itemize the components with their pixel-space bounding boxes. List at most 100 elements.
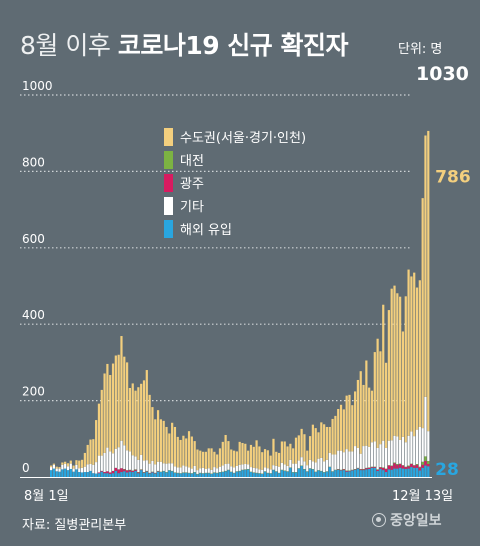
bar-segment (97, 473, 101, 477)
bar-segment (263, 467, 267, 472)
bar-segment (384, 468, 388, 473)
bar-segment (421, 428, 424, 462)
bar-segment (314, 472, 317, 477)
bar-segment (314, 428, 317, 463)
bar-segment (216, 454, 219, 469)
bar-segment (111, 363, 115, 454)
bar-segment (404, 467, 407, 469)
bar-segment (342, 469, 345, 471)
bar-segment (151, 407, 154, 461)
bar-segment (140, 383, 143, 455)
bar-segment (123, 356, 126, 446)
bar-segment (249, 467, 253, 472)
bar-segment (120, 440, 123, 469)
bar-segment (413, 465, 416, 468)
bar-segment (393, 468, 396, 477)
bar-segment (109, 472, 112, 474)
bar-segment (376, 470, 379, 477)
bar-segment (247, 464, 250, 469)
bar-segment (263, 471, 267, 477)
bar-segment (255, 468, 258, 473)
unit-label: 단위: 명 (398, 42, 443, 57)
bar-segment (95, 473, 98, 477)
bar-segment (292, 448, 295, 464)
bar-segment (193, 441, 196, 466)
bar-segment (140, 454, 143, 470)
bar-segment (407, 465, 410, 467)
bar-segment (120, 472, 123, 477)
bar-segment (128, 471, 132, 477)
bar-segment (427, 464, 430, 467)
bar-segment (238, 441, 241, 465)
bar-segment (168, 463, 171, 471)
bar-segment (368, 468, 371, 477)
bar-segment (207, 468, 210, 473)
bar-segment (61, 464, 64, 470)
bar-segment (415, 287, 419, 430)
bar-segment (418, 470, 421, 477)
bar-segment (151, 460, 154, 472)
bar-segment (142, 460, 146, 473)
bar-segment (185, 466, 188, 473)
bar-segment (410, 276, 413, 432)
bar-segment (92, 464, 95, 474)
bar-segment (269, 473, 272, 477)
bar-segment (421, 464, 424, 468)
bar-segment (52, 463, 56, 465)
bar-segment (345, 471, 348, 477)
bar-segment (148, 473, 151, 477)
bar-segment (373, 467, 376, 477)
bar-segment (339, 404, 343, 451)
legend-label: 광주 (180, 177, 204, 192)
bar-segment (396, 464, 399, 465)
bar-segment (117, 473, 120, 477)
bar-segment (354, 391, 357, 447)
bar-segment (80, 459, 84, 468)
bar-segment (317, 470, 320, 477)
bar-segment (306, 450, 309, 466)
chart-title-light: 8월 이후 (20, 31, 111, 60)
bar-segment (407, 468, 410, 477)
bar-segment (78, 472, 81, 477)
bar-segment (207, 448, 210, 469)
y-tick-label: 0 (22, 461, 30, 475)
bar-segment (362, 384, 365, 447)
bar-segment (137, 387, 140, 460)
bar-segment (308, 468, 312, 477)
bar-segment (230, 449, 233, 467)
bar-segment (109, 473, 112, 477)
bar-segment (185, 472, 188, 477)
bar-segment (379, 444, 382, 468)
bar-segment (193, 472, 196, 477)
bar-segment (370, 390, 374, 443)
bar-segment (300, 465, 303, 477)
bar-segment (128, 387, 132, 452)
bar-segment (103, 473, 106, 477)
y-tick-label: 400 (22, 308, 45, 322)
bar-segment (286, 465, 289, 472)
bar-segment (303, 461, 306, 469)
bar-segment (272, 470, 275, 477)
bar-segment (210, 473, 213, 477)
bar-segment (64, 461, 67, 465)
bar-segment (252, 446, 255, 468)
bar-segment (117, 469, 120, 474)
bar-segment (390, 469, 393, 477)
bar-segment (80, 467, 84, 473)
bar-segment (339, 470, 343, 477)
bar-segment (106, 447, 109, 472)
bar-segment (131, 455, 134, 471)
bar-segment (351, 405, 354, 452)
bar-segment (393, 463, 396, 469)
bar-segment (176, 436, 179, 468)
bar-segment (334, 415, 337, 455)
bar-segment (286, 446, 289, 466)
publisher-logo: 중앙일보 (372, 510, 442, 530)
bar-segment (334, 470, 337, 477)
bar-segment (362, 469, 365, 471)
bar-segment (83, 466, 86, 473)
bar-segment (413, 272, 416, 437)
bar-segment (393, 462, 396, 464)
bar-segment (230, 466, 233, 472)
